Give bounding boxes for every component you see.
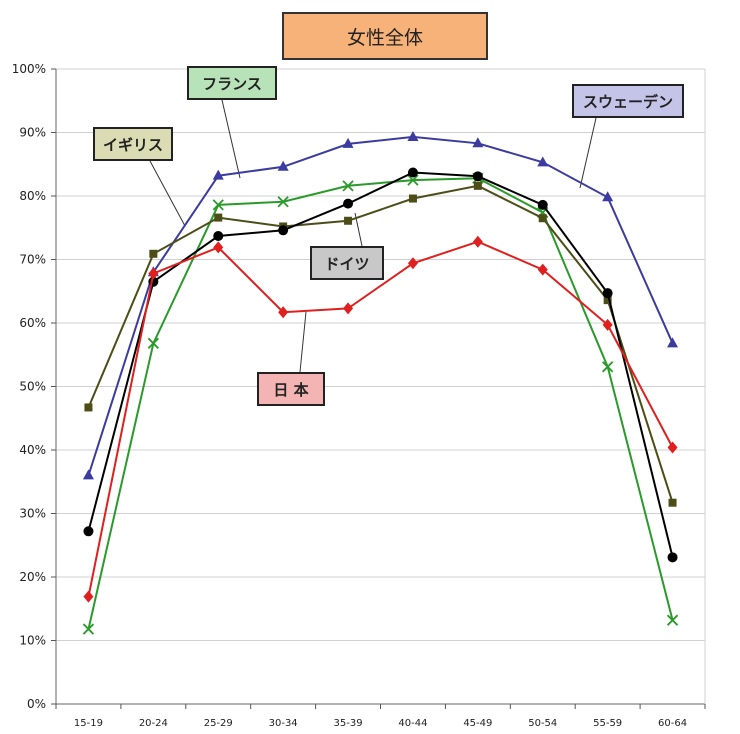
data-point-marker xyxy=(408,194,417,203)
callout-leader xyxy=(149,160,186,227)
data-point-marker xyxy=(602,318,613,331)
axes: 0% 10% 20% 30% 40% 50% 60% 70% 80% 90% 100% 15-19 20… xyxy=(12,62,706,729)
series-line xyxy=(87,177,674,630)
data-point-marker xyxy=(83,526,94,537)
y-tick-label: 30% xyxy=(19,507,46,521)
data-point-marker xyxy=(343,302,354,315)
data-point-marker xyxy=(537,263,548,276)
data-point-marker xyxy=(603,296,612,305)
data-point-marker xyxy=(342,137,354,148)
data-point-marker xyxy=(84,403,93,412)
data-point-marker xyxy=(602,191,614,202)
series-line xyxy=(87,135,674,476)
data-point-marker xyxy=(149,249,158,258)
y-tick-label: 0% xyxy=(27,697,46,711)
data-point-marker xyxy=(472,235,483,248)
data-point-marker xyxy=(407,174,419,186)
x-tick-label: 60-64 xyxy=(658,718,687,729)
data-point-marker xyxy=(212,199,224,211)
y-tick-label: 70% xyxy=(19,253,46,267)
data-point-marker xyxy=(277,160,289,171)
data-point-marker xyxy=(407,130,419,141)
data-point-marker xyxy=(407,257,418,270)
data-point-marker xyxy=(212,169,224,180)
x-tick-label: 40-44 xyxy=(398,718,427,729)
data-point-marker xyxy=(667,552,678,563)
y-tick-label: 80% xyxy=(19,189,46,203)
data-point-marker xyxy=(277,196,289,208)
data-point-marker xyxy=(278,306,289,319)
data-point-marker xyxy=(666,614,679,626)
callout-leader xyxy=(221,99,241,179)
data-point-marker xyxy=(213,231,224,242)
data-point-marker xyxy=(667,337,679,348)
data-point-marker-stroke xyxy=(212,199,224,211)
callout-sweden: スウェーデン xyxy=(572,84,684,118)
data-point-marker xyxy=(472,137,484,148)
data-point-marker xyxy=(668,498,677,507)
callout-leader xyxy=(579,117,597,189)
callout-uk: イギリス xyxy=(93,127,173,161)
x-tick-label: 55-59 xyxy=(593,718,622,729)
series-line xyxy=(87,171,674,558)
y-tick-label: 90% xyxy=(19,126,46,140)
y-tick-label: 100% xyxy=(12,62,46,76)
y-tick-label: 60% xyxy=(19,316,46,330)
data-point-marker xyxy=(537,199,548,210)
data-point-marker-stroke xyxy=(666,614,679,626)
data-point-marker xyxy=(538,214,547,223)
y-tick-label: 50% xyxy=(19,380,46,394)
chart-title: 女性全体 xyxy=(282,12,488,60)
x-tick-label: 35-39 xyxy=(334,718,363,729)
data-point-marker xyxy=(82,623,95,635)
x-tick-label: 50-54 xyxy=(528,718,557,729)
callout-france: フランス xyxy=(187,66,277,100)
gridlines xyxy=(56,68,705,641)
data-point-marker xyxy=(83,590,94,603)
x-tick-label: 45-49 xyxy=(463,718,492,729)
data-point-marker xyxy=(343,198,354,209)
series-line xyxy=(87,240,674,597)
data-point-marker-stroke xyxy=(277,196,289,208)
y-tick-label: 20% xyxy=(19,570,46,584)
callout-japan: 日 本 xyxy=(257,372,325,406)
data-point-marker xyxy=(473,181,482,190)
x-tick-label: 25-29 xyxy=(204,718,233,729)
data-point-marker xyxy=(602,361,614,373)
series-line xyxy=(87,184,674,504)
y-tick-label: 10% xyxy=(19,634,46,648)
data-point-marker xyxy=(667,441,678,454)
data-point-marker xyxy=(407,167,418,178)
data-point-marker xyxy=(472,171,483,182)
data-point-marker-stroke xyxy=(407,174,419,186)
callout-leader xyxy=(299,311,307,373)
data-point-marker xyxy=(147,337,159,349)
data-point-marker xyxy=(213,241,224,254)
data-point-marker xyxy=(82,469,94,480)
callout-germany: ドイツ xyxy=(310,246,384,280)
series-layer xyxy=(82,130,679,635)
x-tick-label: 15-19 xyxy=(74,718,103,729)
data-point-marker xyxy=(602,288,613,299)
data-point-marker xyxy=(537,156,549,167)
data-point-marker xyxy=(278,225,289,236)
data-point-marker xyxy=(342,180,354,192)
x-tick-label: 20-24 xyxy=(139,718,168,729)
data-point-marker xyxy=(344,216,353,225)
data-point-marker xyxy=(214,213,223,222)
data-point-marker-stroke xyxy=(602,361,614,373)
y-tick-label: 40% xyxy=(19,443,46,457)
data-point-marker-stroke xyxy=(342,180,354,192)
data-point-marker xyxy=(148,267,159,280)
x-tick-label: 30-34 xyxy=(269,718,298,729)
data-point-marker-stroke xyxy=(82,623,95,635)
data-point-marker-stroke xyxy=(147,337,159,349)
